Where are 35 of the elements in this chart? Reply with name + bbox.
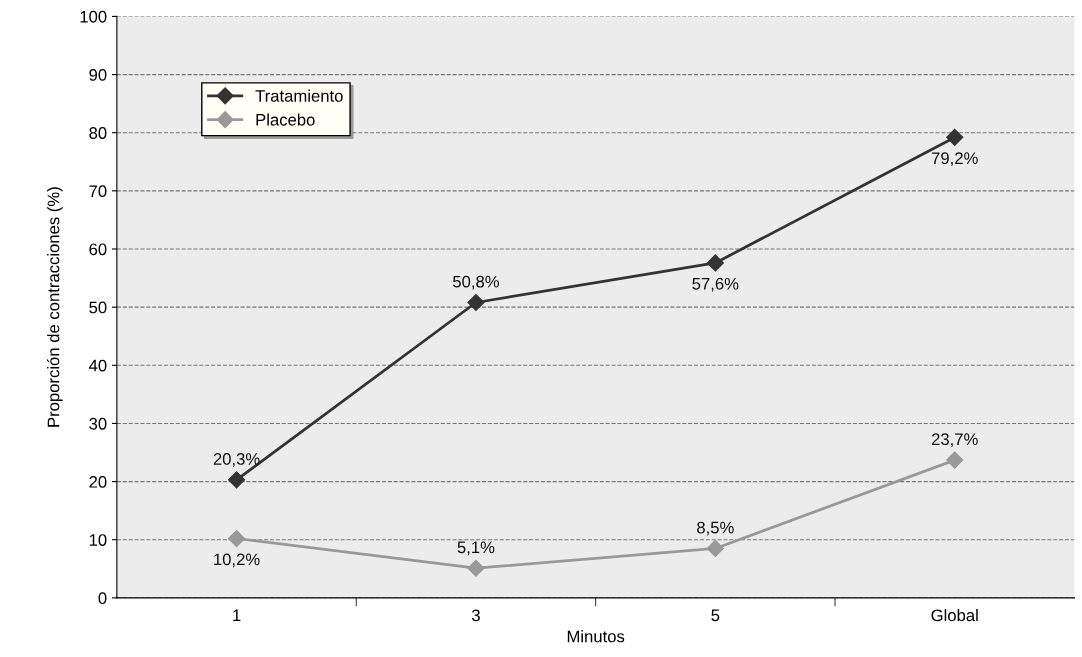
y-tick-label: 60 xyxy=(89,243,107,256)
data-label: 20,3% xyxy=(213,453,260,467)
point xyxy=(946,451,964,469)
legend-label: Placebo xyxy=(256,113,315,126)
x-tick-label: 3 xyxy=(471,609,480,622)
data-label: 23,7% xyxy=(931,433,978,448)
data-label: 57,6% xyxy=(692,277,739,292)
point xyxy=(467,293,485,312)
y-tick-label: 100 xyxy=(80,10,107,23)
data-label: 5,1% xyxy=(457,541,495,556)
data-label: 8,5% xyxy=(697,521,734,536)
y-tick-label: 20 xyxy=(89,475,107,488)
data-label: 79,2% xyxy=(931,152,978,167)
y-tick-label: 90 xyxy=(89,68,107,81)
data-label: 10,2% xyxy=(214,553,260,568)
point xyxy=(706,539,724,557)
y-tick-label: 50 xyxy=(89,301,107,314)
point xyxy=(228,530,246,548)
x-tick-label: 1 xyxy=(233,609,241,622)
point xyxy=(228,471,246,489)
point xyxy=(946,128,964,146)
x-tick-label: Global xyxy=(931,608,978,622)
y-tick-label: 30 xyxy=(89,417,107,430)
data-label: 50,8% xyxy=(452,275,499,290)
y-tick-label: 40 xyxy=(88,359,107,372)
y-tick-label: 10 xyxy=(89,534,107,546)
point xyxy=(467,559,485,577)
y-tick-label: 80 xyxy=(89,127,107,139)
point xyxy=(706,254,724,272)
x-tick-label: 5 xyxy=(711,609,720,622)
x-axis-title: Minutos xyxy=(567,630,625,643)
legend-label: Tratamiento xyxy=(255,89,343,102)
y-tick-label: 0 xyxy=(98,592,107,605)
y-axis-title: Proporción de contracciones (%) xyxy=(46,187,63,427)
y-tick-label: 70 xyxy=(89,185,107,198)
